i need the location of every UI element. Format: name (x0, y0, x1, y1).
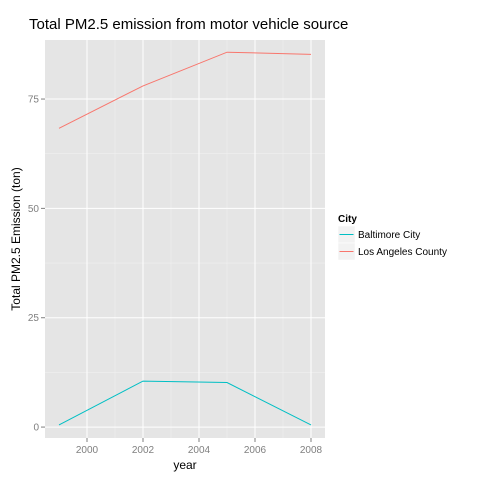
x-tick-label: 2002 (132, 445, 155, 456)
x-tick-label: 2008 (300, 445, 323, 456)
x-axis-label: year (173, 458, 196, 472)
y-tick-label: 25 (28, 313, 40, 324)
x-axis-ticks: 2000 2002 2004 2006 2008 (76, 438, 323, 456)
y-axis-label: Total PM2.5 Emission (ton) (9, 167, 23, 310)
legend-label: Los Angeles County (358, 247, 447, 258)
y-tick-label: 0 (33, 423, 39, 434)
legend: City Baltimore City Los Angeles County (337, 214, 447, 261)
major-gridlines (45, 40, 325, 438)
y-tick-label: 50 (28, 204, 40, 215)
minor-gridlines (45, 40, 325, 438)
x-tick-label: 2004 (188, 445, 211, 456)
y-tick-label: 75 (28, 95, 40, 106)
series-lines (58, 51, 312, 426)
x-tick-label: 2006 (244, 445, 267, 456)
series-line (58, 380, 312, 426)
legend-label: Baltimore City (358, 230, 420, 241)
legend-title: City (338, 214, 357, 225)
legend-items: Baltimore City Los Angeles County (337, 225, 447, 261)
chart-title: Total PM2.5 emission from motor vehicle … (29, 16, 348, 33)
x-tick-label: 2000 (76, 445, 99, 456)
series-line (58, 51, 312, 129)
plot-panel (45, 40, 325, 438)
y-axis-ticks: 0 25 50 75 (28, 95, 45, 434)
